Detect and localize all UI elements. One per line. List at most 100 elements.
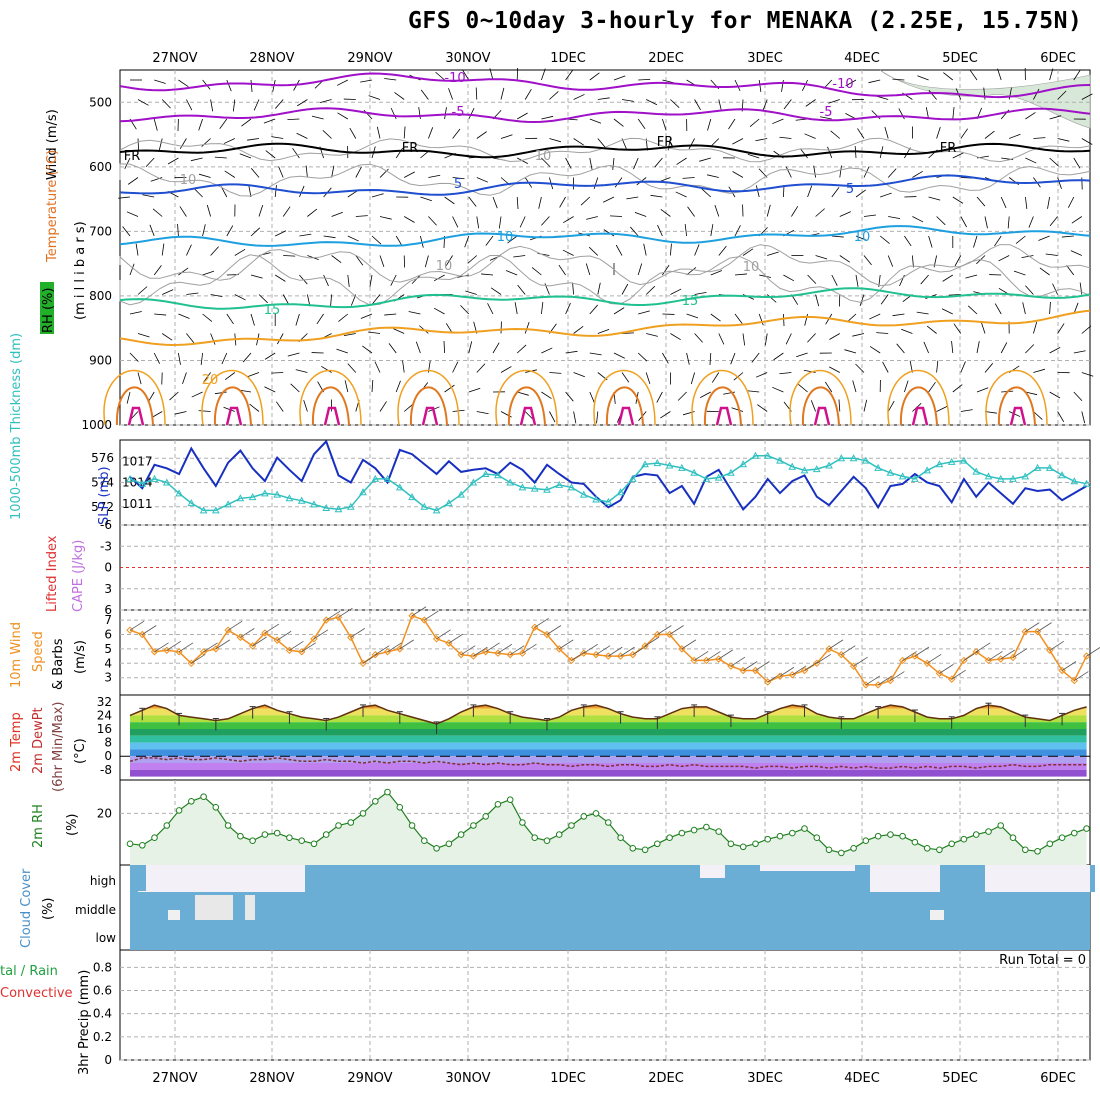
hot-contour (519, 406, 537, 426)
bottom-date-label: 30NOV (445, 1071, 490, 1086)
wind-barb (565, 157, 572, 169)
contour-label: -10 (832, 77, 853, 92)
temp-band (130, 735, 1087, 743)
wind-barb (868, 79, 881, 84)
thickness-marker (628, 474, 637, 482)
temp-tick-label: 32 (97, 695, 112, 709)
cloud-mid-gap (930, 910, 944, 920)
rh-marker (813, 834, 821, 842)
wind-barb (676, 157, 687, 165)
wind-barb (984, 411, 997, 414)
wind-barb (390, 274, 397, 286)
li-tick-label: 6 (104, 603, 112, 617)
wind-barb (500, 87, 505, 100)
wind-barb (234, 294, 246, 301)
rh-marker (359, 810, 367, 817)
wind-barb (759, 274, 772, 278)
warm-contour (507, 386, 546, 426)
rh-marker (126, 840, 134, 848)
rh-marker (1009, 834, 1017, 842)
wind-barb (338, 313, 349, 322)
thickness-marker (236, 494, 245, 502)
wind-barb (682, 177, 695, 179)
wind10-barb (424, 610, 439, 621)
wind-barb (660, 411, 671, 419)
wind-barb (179, 138, 187, 149)
wind-barb (565, 302, 571, 315)
wind-barb (1015, 235, 1026, 244)
wind-barb (498, 216, 502, 229)
rh-marker (310, 840, 318, 848)
wind-barb (710, 270, 723, 276)
wind-barb (129, 311, 142, 315)
wind10-axis-label-a: 10m Wind (9, 622, 24, 688)
wind-barb (772, 386, 784, 393)
rh-marker (666, 834, 673, 842)
wind-barb (129, 352, 139, 362)
temp-band (130, 715, 1087, 723)
thickness-marker (187, 499, 196, 507)
wind-barb (690, 372, 695, 385)
wind-barb (892, 313, 905, 317)
warm-contour (997, 386, 1036, 426)
wind-barb (248, 185, 252, 198)
wind-barb (1025, 196, 1028, 209)
wind10-barb (252, 636, 267, 647)
thickness-marker (346, 502, 355, 510)
wind-barb (954, 255, 962, 267)
wind-barb (980, 321, 986, 334)
wind-barb (936, 405, 948, 412)
pressure-tick-label: 1000 (81, 418, 112, 432)
wind10-barb (951, 669, 966, 680)
wind-barb (275, 401, 284, 412)
wind-barb (202, 313, 213, 322)
wind-barb (481, 273, 494, 276)
thickness-marker (837, 454, 846, 462)
rh-marker (617, 834, 624, 842)
wind-barb (925, 107, 929, 120)
thickness-marker (1070, 477, 1079, 485)
wind10-barb (1025, 622, 1040, 632)
cloud-axis-label: Cloud Cover (19, 868, 34, 948)
wind-barb (942, 274, 954, 282)
wind-barb (129, 263, 135, 276)
wind-barb (379, 401, 387, 412)
wind-barb (597, 282, 601, 295)
warm-contour-outer (397, 369, 460, 426)
rh-marker (764, 835, 772, 843)
convective-label: Convective (0, 986, 73, 1001)
wind10-barb (191, 653, 206, 664)
hot-contour (1009, 406, 1027, 426)
precip-tick-label: 0.8 (93, 960, 112, 974)
rh-marker (654, 840, 661, 848)
wind-barb (803, 369, 816, 373)
wind-barb (299, 185, 305, 198)
wind-barb (224, 372, 236, 381)
wind-barb (710, 224, 714, 237)
top-date-label: 28NOV (249, 51, 294, 66)
wind-barb (271, 372, 284, 374)
thickness-marker (923, 466, 931, 474)
wind-barb (476, 363, 486, 373)
wind-barb (888, 216, 901, 219)
wind-barb (662, 352, 669, 364)
temp-tick-label: -8 (100, 763, 112, 777)
wind-barb (723, 391, 736, 395)
rh-marker (237, 832, 244, 840)
rh-marker (899, 832, 906, 840)
wind10-barb (669, 625, 684, 635)
bottom-date-label: 3DEC (747, 1071, 783, 1086)
wind10-barb (473, 646, 488, 657)
wind10-barb (1049, 641, 1065, 651)
rh-marker (703, 823, 710, 831)
wind-barb (1057, 177, 1062, 189)
rh-marker (739, 843, 747, 851)
wind10-barb (730, 656, 746, 667)
wind-barb (779, 372, 792, 375)
top-date-label: 29NOV (347, 51, 392, 66)
wind-barb (596, 411, 599, 424)
wind-barb (597, 138, 606, 148)
total-rain-label: tal / Rain (0, 964, 58, 979)
slp-tick-label: 1017 (122, 454, 153, 468)
wind-barb (369, 274, 373, 287)
